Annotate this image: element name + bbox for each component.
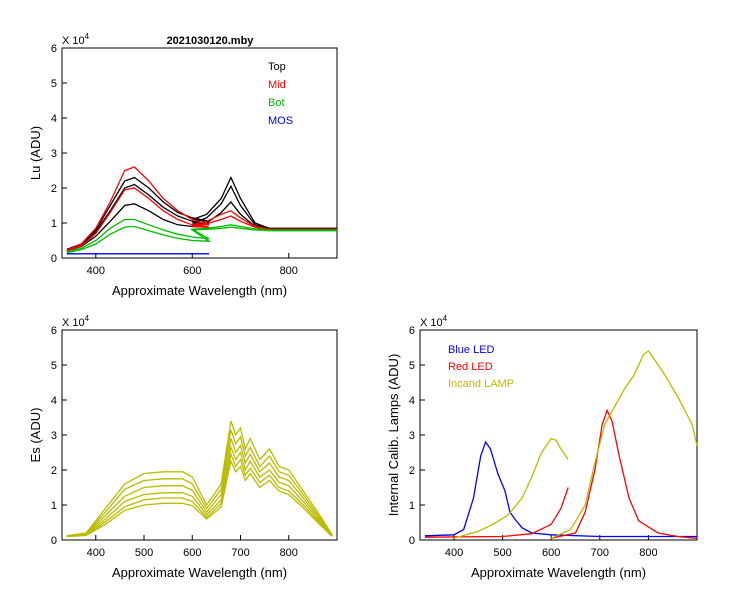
series-line-bot-2 bbox=[66, 225, 337, 254]
legend-entry: Top bbox=[268, 61, 286, 73]
series-line-incand-lamp bbox=[453, 437, 569, 539]
y-tick-label: 4 bbox=[51, 395, 57, 407]
y-axis-label: Es (ADU) bbox=[28, 408, 43, 463]
y-tick-label: 2 bbox=[51, 465, 57, 477]
es-series bbox=[66, 420, 333, 538]
lu-legend: Top Mid Bot MOS bbox=[268, 61, 293, 127]
legend-entry: Red LED bbox=[448, 361, 493, 373]
x-tick-label: 500 bbox=[135, 547, 153, 559]
series-line-mid-1 bbox=[66, 166, 337, 251]
series-line-es-2 bbox=[66, 429, 333, 537]
y-tick-label: 4 bbox=[51, 113, 57, 125]
y-tick-label: 3 bbox=[51, 148, 57, 160]
calib-legend: Blue LED Red LED Incand LAMP bbox=[448, 344, 514, 390]
x-tick-label: 400 bbox=[87, 265, 105, 277]
y-axis-label: Lu (ADU) bbox=[28, 126, 43, 180]
axis-multiplier: X 104 bbox=[62, 32, 90, 47]
x-tick-label: 400 bbox=[445, 547, 463, 559]
y-tick-label: 6 bbox=[409, 325, 415, 337]
series-line-red-led bbox=[424, 487, 569, 538]
y-tick-label: 5 bbox=[51, 78, 57, 90]
x-tick-label: 600 bbox=[542, 547, 560, 559]
axis-multiplier-exp: 4 bbox=[85, 32, 90, 41]
y-tick-label: 6 bbox=[51, 43, 57, 55]
x-tick-label: 400 bbox=[87, 547, 105, 559]
x-axis-label: Approximate Wavelength (nm) bbox=[112, 565, 287, 580]
y-tick-label: 3 bbox=[51, 430, 57, 442]
axis-multiplier-base: X 10 bbox=[62, 35, 85, 47]
x-tick-label: 800 bbox=[280, 547, 298, 559]
y-tick-label: 0 bbox=[51, 535, 57, 547]
axis-multiplier-exp: 4 bbox=[443, 314, 448, 323]
y-tick-label: 0 bbox=[409, 535, 415, 547]
legend-entry: MOS bbox=[268, 115, 293, 127]
axis-multiplier-exp: 4 bbox=[85, 314, 90, 323]
x-axis-label: Approximate Wavelength (nm) bbox=[471, 565, 646, 580]
x-tick-label: 600 bbox=[183, 547, 201, 559]
chart-title: 2021030120.mby bbox=[167, 35, 255, 47]
series-line-es-6 bbox=[66, 459, 333, 538]
y-axis-label: Internal Calib. Lamps (ADU) bbox=[386, 354, 401, 517]
series-line-mid-2 bbox=[66, 187, 337, 252]
axis-multiplier-base: X 10 bbox=[420, 317, 443, 329]
y-tick-label: 1 bbox=[409, 500, 415, 512]
calib-series bbox=[424, 350, 698, 539]
y-tick-label: 2 bbox=[409, 465, 415, 477]
x-tick-label: 500 bbox=[493, 547, 511, 559]
x-tick-label: 700 bbox=[591, 547, 609, 559]
y-tick-label: 5 bbox=[409, 360, 415, 372]
x-tick-label: 700 bbox=[231, 547, 249, 559]
x-tick-label: 600 bbox=[183, 265, 201, 277]
series-line-es-4 bbox=[66, 444, 333, 538]
axis-multiplier: X 104 bbox=[420, 314, 448, 329]
y-tick-label: 1 bbox=[51, 218, 57, 230]
lu-series bbox=[66, 166, 337, 255]
series-line-es-3 bbox=[66, 438, 333, 537]
legend-entry: Blue LED bbox=[448, 344, 495, 356]
y-tick-label: 4 bbox=[409, 395, 415, 407]
legend-entry: Bot bbox=[268, 97, 285, 109]
x-tick-label: 800 bbox=[639, 547, 657, 559]
legend-entry: Incand LAMP bbox=[448, 378, 514, 390]
y-tick-label: 3 bbox=[409, 430, 415, 442]
series-line-top-1 bbox=[66, 175, 337, 250]
axis-multiplier: X 104 bbox=[62, 314, 90, 329]
y-tick-label: 0 bbox=[51, 253, 57, 265]
series-line-bot-1 bbox=[66, 218, 337, 253]
axis-multiplier-base: X 10 bbox=[62, 317, 85, 329]
series-line-es-1 bbox=[66, 420, 333, 537]
series-line-red-led-b bbox=[551, 408, 698, 539]
series-line-incand-lamp-b bbox=[550, 350, 698, 539]
series-line-es-5 bbox=[66, 451, 333, 538]
x-tick-label: 800 bbox=[280, 265, 298, 277]
series-line-blue-led bbox=[424, 440, 697, 538]
series-line-top-2 bbox=[66, 183, 337, 251]
y-tick-label: 2 bbox=[51, 183, 57, 195]
x-axis-label: Approximate Wavelength (nm) bbox=[112, 283, 287, 298]
y-tick-label: 6 bbox=[51, 325, 57, 337]
y-tick-label: 5 bbox=[51, 360, 57, 372]
y-tick-label: 1 bbox=[51, 500, 57, 512]
legend-entry: Mid bbox=[268, 79, 286, 91]
